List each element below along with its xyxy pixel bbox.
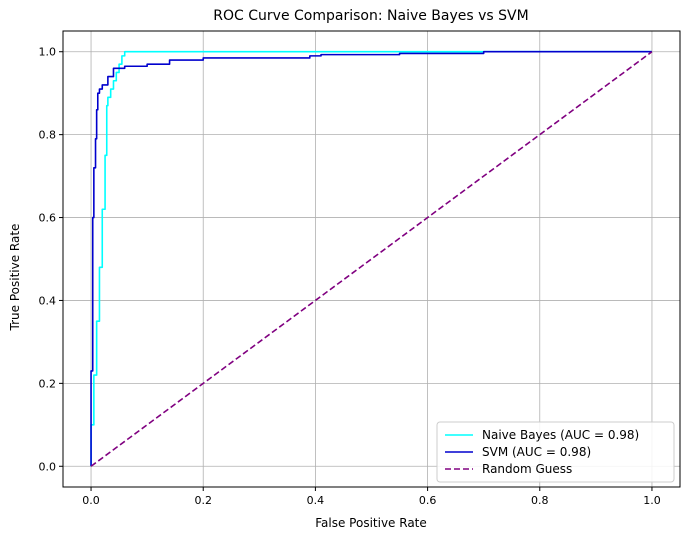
y-tick-label: 1.0	[39, 46, 57, 59]
y-tick-label: 0.8	[39, 129, 57, 142]
series-lines	[90, 50, 653, 467]
axes-frame	[62, 30, 681, 488]
x-tick-label: 0.8	[531, 494, 549, 507]
series-line-svm	[90, 50, 652, 467]
x-axis-label: False Positive Rate	[315, 516, 427, 530]
x-tick-label: 1.0	[643, 494, 661, 507]
y-tick-label: 0.4	[39, 294, 57, 307]
series-line-random-guess	[90, 51, 653, 467]
y-tick-label: 0.0	[39, 460, 57, 473]
legend-entry: Naive Bayes (AUC = 0.98)	[482, 428, 639, 442]
legend-entry: Random Guess	[482, 462, 572, 476]
legend-box	[436, 421, 675, 483]
chart-title: ROC Curve Comparison: Naive Bayes vs SVM	[213, 8, 528, 24]
x-tick-label: 0.2	[194, 494, 212, 507]
x-tick-label: 0.6	[419, 494, 437, 507]
x-tick-label: 0.4	[307, 494, 325, 507]
axis-ticks: 0.0 0.2 0.4 0.6 0.8 1.0 0.0 0.2 0.4 0.6 0.8 1.0	[39, 46, 661, 507]
y-tick-label: 0.2	[39, 377, 57, 390]
legend: Naive Bayes (AUC = 0.98) SVM (AUC = 0.98)…	[436, 421, 675, 483]
y-axis-label: True Positive Rate	[8, 224, 22, 332]
y-tick-label: 0.6	[39, 212, 57, 225]
series-line-naive-bayes	[90, 50, 652, 467]
x-tick-label: 0.0	[82, 494, 100, 507]
legend-entry: SVM (AUC = 0.98)	[482, 445, 591, 459]
